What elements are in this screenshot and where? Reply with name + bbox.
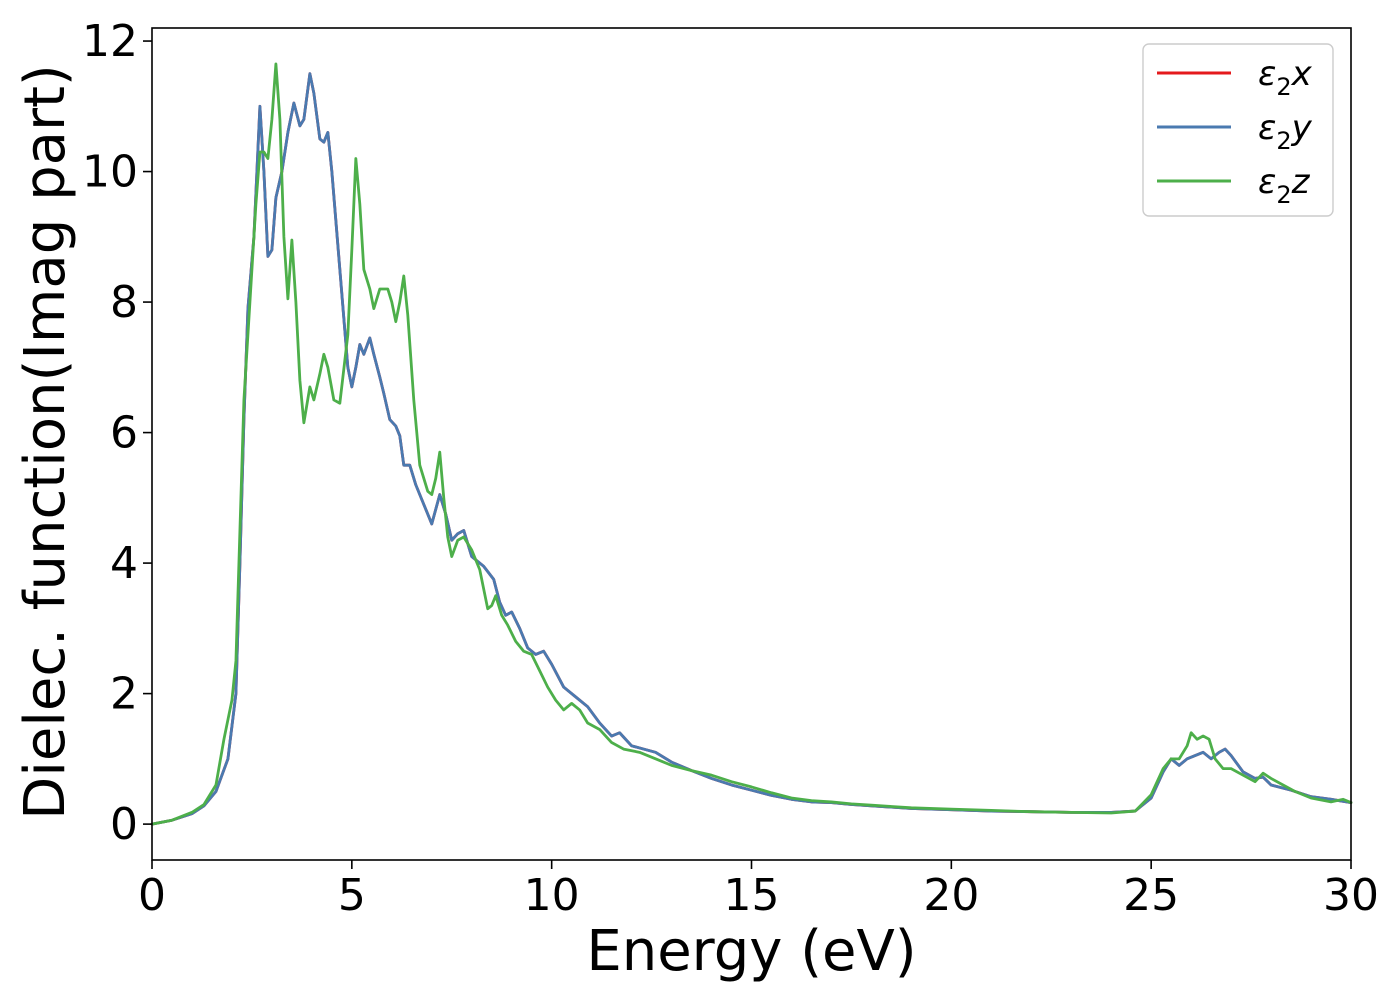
series-layer (150, 62, 1353, 826)
x-tick-label: 10 (524, 870, 580, 921)
y-tick-label: 2 (110, 669, 138, 720)
legend-symbol: ε (1258, 108, 1276, 148)
y-tick-label: 10 (82, 147, 138, 198)
legend-label-y: ε2y (1258, 108, 1313, 155)
x-tick-label: 20 (923, 870, 979, 921)
legend-variable: z (1291, 162, 1311, 202)
legend-subscript: 2 (1276, 127, 1291, 155)
y-tick-label: 8 (110, 277, 138, 328)
series-line-z (150, 62, 1353, 826)
y-tick-label: 6 (110, 408, 138, 459)
y-axis-label: Dielec. function(Imag part) (13, 64, 78, 820)
y-tick-label: 4 (110, 538, 138, 589)
x-tick-label: 15 (724, 870, 780, 921)
legend-variable: x (1291, 54, 1313, 94)
y-tick-label: 0 (110, 799, 138, 850)
x-tick-label: 30 (1323, 870, 1379, 921)
legend-symbol: ε (1258, 54, 1276, 94)
legend-variable: y (1291, 108, 1313, 148)
x-tick-label: 5 (338, 870, 366, 921)
legend-symbol: ε (1258, 162, 1276, 202)
x-axis-label: Energy (eV) (586, 919, 916, 984)
legend-box (1142, 43, 1334, 217)
legend-subscript: 2 (1276, 181, 1291, 209)
x-tick-label: 25 (1123, 870, 1179, 921)
legend-label-z: ε2z (1258, 162, 1311, 209)
x-axis-ticks: 0 5 10 15 20 25 30 (138, 860, 1379, 921)
y-tick-label: 12 (82, 16, 138, 67)
legend-subscript: 2 (1276, 73, 1291, 101)
legend-label-x: ε2x (1258, 54, 1313, 101)
y-axis-ticks: 0 2 4 6 8 10 12 (82, 16, 152, 850)
x-tick-label: 0 (138, 870, 166, 921)
